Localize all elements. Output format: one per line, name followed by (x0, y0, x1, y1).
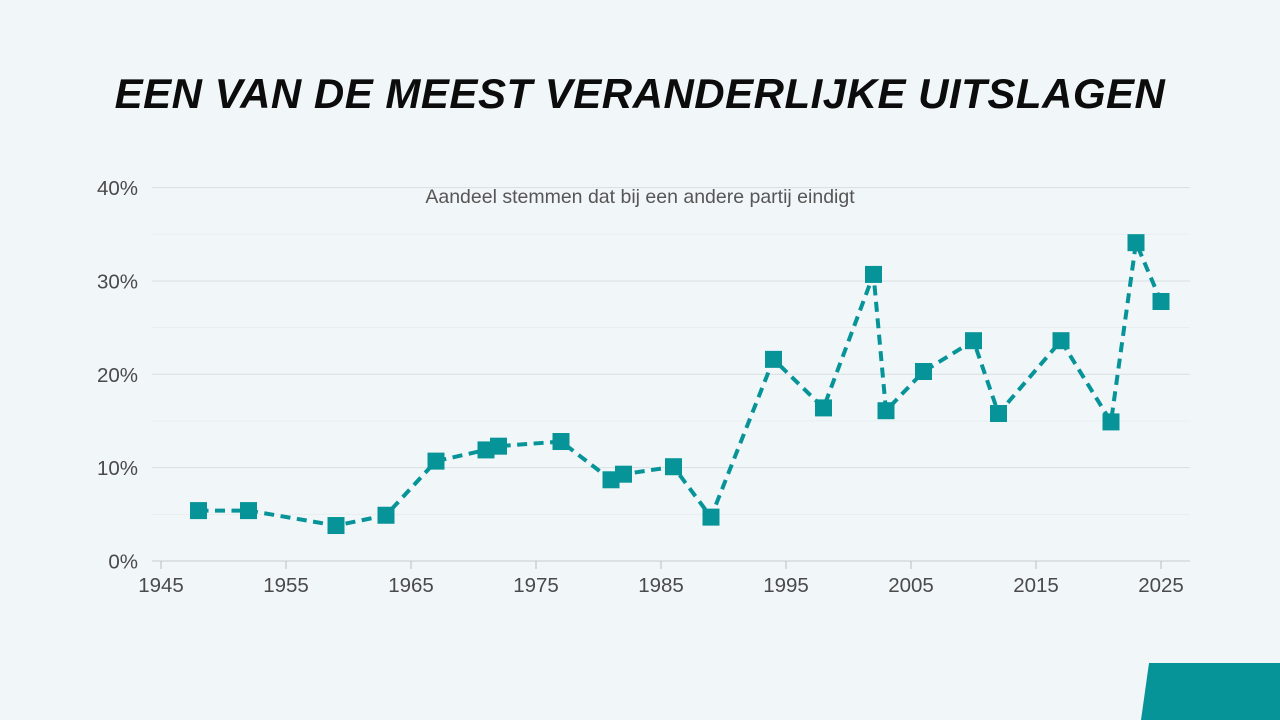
svg-text:2025: 2025 (1138, 574, 1184, 597)
svg-text:30%: 30% (97, 270, 138, 293)
svg-text:2015: 2015 (1013, 574, 1059, 597)
svg-text:1975: 1975 (513, 574, 559, 597)
svg-text:1945: 1945 (138, 574, 184, 597)
svg-text:0%: 0% (108, 551, 138, 574)
corner-accent-shape (1141, 663, 1280, 720)
x-axis-labels: 1945 1955 1965 1975 1985 1995 2005 2015 2025 (138, 574, 1184, 597)
svg-text:10%: 10% (97, 457, 138, 480)
gridlines (152, 187, 1190, 515)
svg-text:1955: 1955 (263, 574, 309, 597)
chart-subtitle: Aandeel stemmen dat bij een andere parti… (425, 186, 855, 208)
svg-text:40%: 40% (97, 177, 138, 200)
x-axis (152, 560, 1190, 569)
svg-text:1995: 1995 (763, 574, 809, 597)
y-axis-labels: 0% 10% 20% 30% 40% (97, 177, 138, 573)
data-line (198, 240, 1163, 528)
data-points (190, 234, 1170, 535)
svg-text:2005: 2005 (888, 574, 934, 597)
svg-text:1965: 1965 (388, 574, 434, 597)
page-title: EEN VAN DE MEEST VERANDERLIJKE UITSLAGEN (114, 70, 1166, 117)
svg-text:20%: 20% (97, 364, 138, 387)
svg-text:1985: 1985 (638, 574, 684, 597)
